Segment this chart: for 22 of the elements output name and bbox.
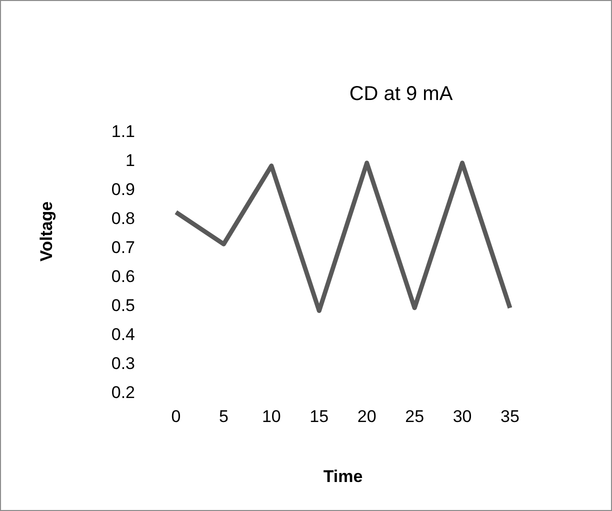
y-tick-label: 0.7 [111, 238, 135, 258]
x-tick-label: 0 [171, 407, 181, 426]
chart-title: CD at 9 mA [348, 83, 454, 106]
y-tick-label: 0.4 [111, 325, 135, 344]
x-axis-title: Time [323, 467, 363, 486]
y-axis-title: Voltage [37, 201, 56, 262]
x-tick-label: 10 [262, 407, 281, 426]
x-tick-label: 30 [452, 407, 472, 426]
y-tick-label: 0.9 [111, 180, 135, 200]
y-tick-label: 0.5 [111, 296, 135, 316]
x-tick-label: 25 [405, 407, 424, 426]
y-tick-label: 0.8 [111, 209, 135, 228]
y-tick-label: 0.2 [111, 383, 135, 402]
y-tick-label: 1 [126, 151, 135, 170]
x-tick-label: 35 [500, 407, 520, 426]
x-tick-label: 20 [357, 407, 376, 426]
x-tick-label: 5 [218, 407, 228, 426]
y-tick-label: 1.1 [111, 122, 135, 142]
x-tick-label: 15 [310, 407, 329, 426]
line-series [174, 160, 512, 314]
y-tick-label: 0.3 [111, 354, 135, 374]
y-tick-label: 0.6 [111, 267, 135, 286]
